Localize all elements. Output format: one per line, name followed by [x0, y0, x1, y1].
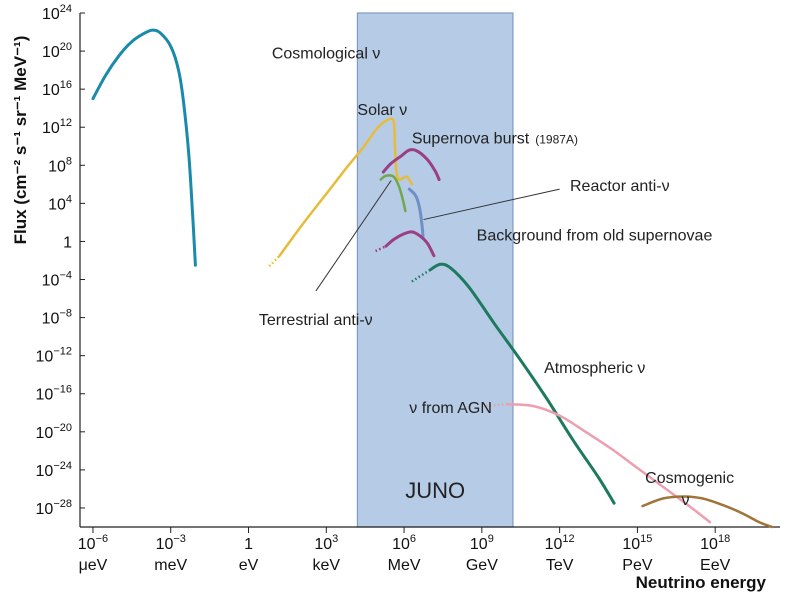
series-line-reactor-anti [407, 187, 425, 239]
series-layer [91, 28, 774, 529]
series-line-terrestrial-anti [379, 174, 407, 213]
tick-labels: 1024 1020 1016 1012 108 104 1 10−4 10−8 10−12 10−1… [36, 3, 731, 574]
series-dotted-lead [481, 402, 508, 408]
y-tick-label: 10−16 [36, 384, 72, 404]
x-tick-label: 10−3 [156, 533, 186, 553]
x-tick-label: 1012 [545, 533, 575, 553]
y-axis-label: Flux (cm⁻² s⁻¹ sr⁻¹ MeV⁻¹) [11, 36, 30, 245]
y-tick-label: 10−12 [36, 346, 72, 366]
x-tick-label: 1 [244, 536, 253, 553]
x-tick-label: 1018 [700, 533, 730, 553]
x-unit-label: EeV [700, 557, 731, 574]
annotation-reactor: Reactor anti-ν [570, 178, 670, 195]
y-tick-label: 1016 [42, 79, 72, 99]
x-unit-label: PeV [622, 557, 653, 574]
y-tick-label: 10−24 [36, 460, 72, 480]
series-line-supernova-burst [381, 148, 441, 182]
y-tick-label: 1012 [42, 117, 72, 137]
annotation-supernova: Supernova burst (1987A) [412, 130, 578, 147]
x-unit-label: TeV [546, 557, 574, 574]
annotation-cosmological: Cosmological ν [272, 46, 380, 63]
x-tick-label: 1015 [622, 533, 652, 553]
y-tick-label: 108 [48, 155, 72, 175]
axes [79, 12, 780, 533]
series-dotted-lead [375, 245, 387, 253]
series-line-atmospheric [428, 262, 616, 505]
x-unit-label: keV [313, 557, 341, 574]
y-tick-label: 1024 [42, 3, 72, 23]
leader-line [315, 180, 392, 292]
x-tick-label: 109 [470, 533, 494, 553]
annotation-solar: Solar ν [357, 102, 407, 119]
series-dotted-lead [268, 254, 281, 268]
series-line-cosmogenic [641, 495, 774, 529]
annotation-cosmogenic1: Cosmogenic [645, 470, 734, 487]
x-unit-label: MeV [388, 557, 421, 574]
x-tick-label: 106 [392, 533, 416, 553]
series-line-from-agn [506, 402, 712, 524]
y-tick-label: 104 [48, 193, 72, 213]
juno-label: JUNO [405, 478, 465, 503]
juno-band [356, 12, 514, 528]
series-line-cosmological [91, 28, 197, 267]
y-tick-label: 10−4 [42, 270, 72, 290]
x-tick-label: 10−6 [78, 533, 108, 553]
annotation-background: Background from old supernovae [477, 227, 713, 244]
leader-lines [315, 180, 560, 292]
x-unit-label: GeV [466, 557, 498, 574]
x-axis-label: Neutrino energy [636, 573, 767, 592]
series-line-solar [278, 117, 414, 257]
y-tick-label: 10−20 [36, 422, 72, 442]
annotation-agn: ν from AGN [409, 400, 492, 417]
series-line-background-from-old-supernovae [384, 230, 436, 258]
y-tick-label: 10−28 [36, 498, 72, 518]
x-unit-label: μeV [79, 557, 108, 574]
annotation-atmospheric: Atmospheric ν [544, 360, 645, 377]
x-unit-label: eV [239, 557, 259, 574]
annotation-cosmogenic2: ν [681, 492, 689, 509]
y-tick-label: 1 [63, 234, 72, 251]
juno-band-layer: JUNO [356, 12, 514, 528]
leader-line [423, 188, 560, 221]
annotations: Cosmological ν Solar ν Supernova burst (198… [259, 46, 734, 509]
y-tick-label: 10−8 [42, 308, 72, 328]
y-tick-label: 1020 [42, 41, 72, 61]
annotation-terrestrial: Terrestrial anti-ν [259, 312, 373, 329]
x-tick-label: 103 [314, 533, 338, 553]
x-unit-label: meV [154, 557, 187, 574]
